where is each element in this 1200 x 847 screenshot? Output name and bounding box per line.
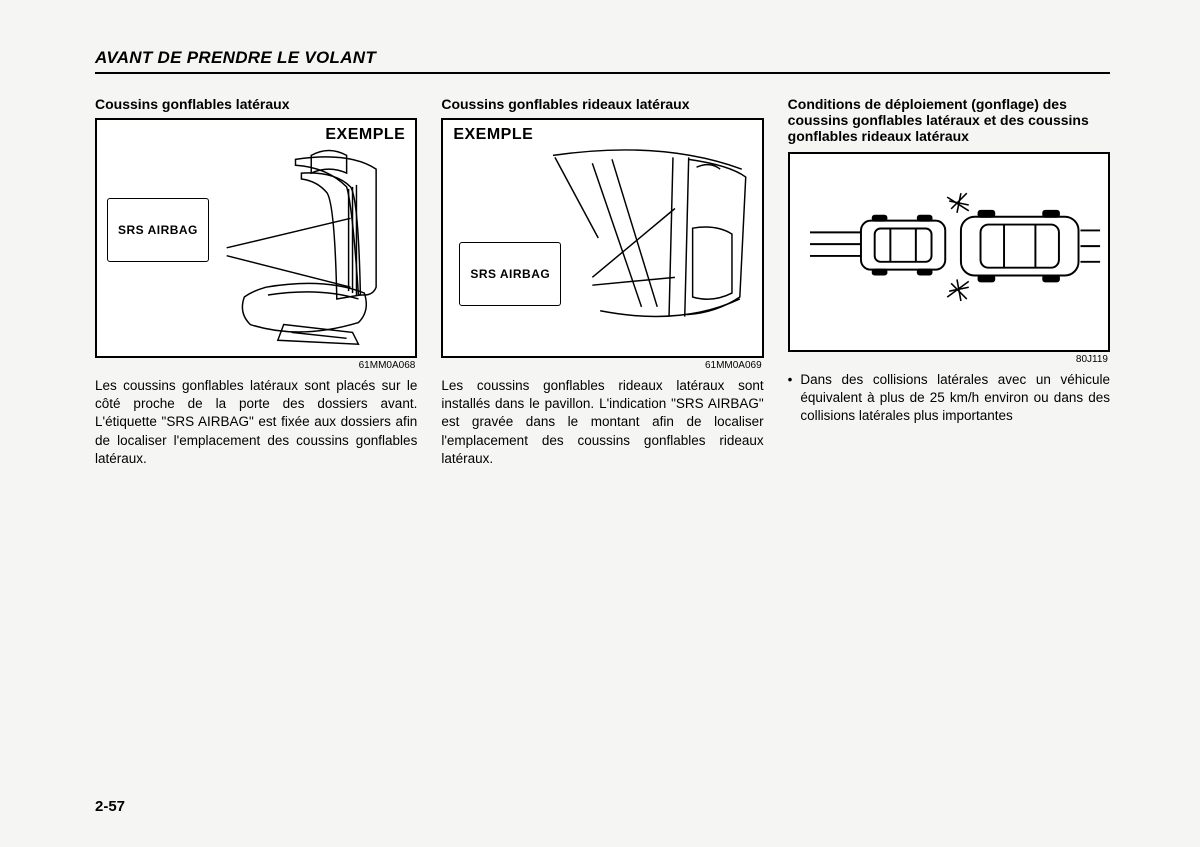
srs-airbag-label: SRS AIRBAG	[107, 198, 209, 262]
example-label: EXEMPLE	[453, 126, 533, 144]
col2-body: Les coussins gonflables rideaux latéraux…	[441, 377, 763, 468]
bullet-dot: •	[788, 371, 793, 426]
collision-illustration	[790, 154, 1108, 350]
page-number: 2-57	[95, 798, 125, 815]
col3-bullet: • Dans des collisions latérales avec un …	[788, 371, 1110, 426]
col3-heading: Conditions de déploiement (gonflage) des…	[788, 96, 1110, 144]
example-label: EXEMPLE	[325, 126, 405, 144]
col3-figure	[788, 152, 1110, 352]
page-title: AVANT DE PRENDRE LE VOLANT	[95, 48, 1110, 74]
column-2: Coussins gonflables rideaux latéraux EXE…	[441, 96, 763, 468]
col1-heading: Coussins gonflables latéraux	[95, 96, 417, 112]
column-3: Conditions de déploiement (gonflage) des…	[788, 96, 1110, 468]
col1-figure: EXEMPLE	[95, 118, 417, 358]
col3-bullet-text: Dans des collisions latérales avec un vé…	[800, 371, 1110, 426]
col2-figure: EXEMPLE	[441, 118, 763, 358]
col1-body: Les coussins gonflables latéraux sont pl…	[95, 377, 417, 468]
curtain-illustration	[443, 120, 761, 356]
col2-fig-code: 61MM0A069	[441, 360, 761, 371]
col3-fig-code: 80J119	[788, 354, 1108, 365]
columns: Coussins gonflables latéraux EXEMPLE	[95, 96, 1110, 468]
srs-airbag-label: SRS AIRBAG	[459, 242, 561, 306]
column-1: Coussins gonflables latéraux EXEMPLE	[95, 96, 417, 468]
col2-heading: Coussins gonflables rideaux latéraux	[441, 96, 763, 112]
col1-fig-code: 61MM0A068	[95, 360, 415, 371]
